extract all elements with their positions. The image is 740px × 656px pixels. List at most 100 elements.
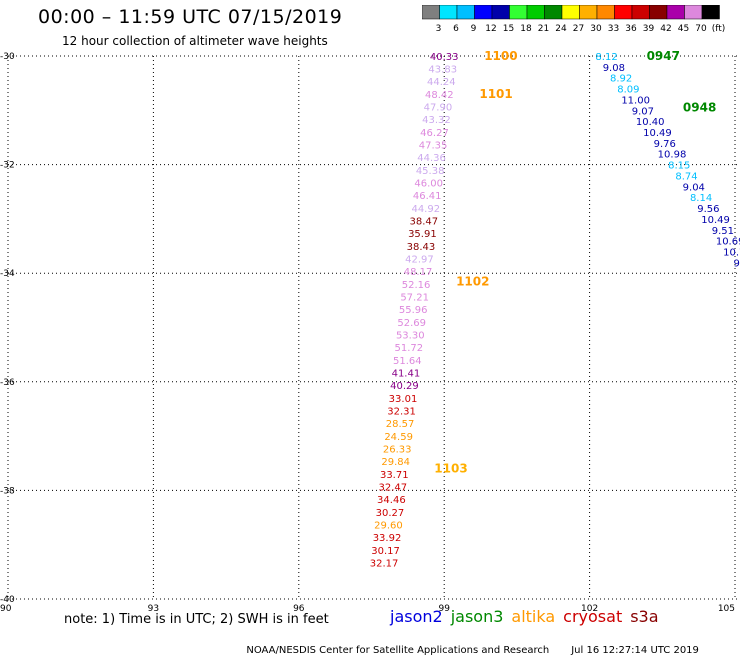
longitude-tick-label: 102 [581, 604, 598, 614]
color-scale-label: 3 [436, 24, 442, 34]
color-scale-label: 30 [590, 24, 602, 34]
wave-height-label: 38.47 [410, 217, 439, 228]
wave-height-label: 9.04 [683, 182, 705, 193]
wave-height-label: 32.31 [387, 407, 416, 418]
wave-height-label: 33.92 [373, 533, 402, 544]
wave-height-label: 35.91 [408, 229, 437, 240]
wave-height-label: 33.71 [380, 470, 409, 481]
pass-time-label: 1103 [434, 462, 467, 476]
wave-height-label: 48.17 [404, 267, 433, 278]
wave-height-label: 9.76 [654, 139, 676, 150]
wave-height-label: 30.17 [371, 546, 400, 557]
wave-height-label: 44.24 [427, 77, 456, 88]
wave-height-label: 10.40 [636, 117, 665, 128]
wave-height-label: 46.27 [420, 128, 449, 139]
map-title: 00:00 – 11:59 UTC 07/15/2019 [38, 6, 343, 28]
color-scale-label: 70 [695, 24, 707, 34]
wave-height-label: 51.64 [393, 356, 422, 367]
legend-item: jason3 [450, 607, 504, 626]
wave-height-label: 8.92 [610, 74, 632, 85]
wave-height-label: 29.60 [374, 521, 403, 532]
wave-height-label: 45.38 [416, 166, 445, 177]
wave-height-label: 8.09 [617, 85, 639, 96]
longitude-tick-label: 99 [438, 604, 450, 614]
wave-height-label: 9.60 [734, 258, 740, 269]
wave-height-label: 8.14 [690, 193, 712, 204]
footer-credit: NOAA/NESDIS Center for Satellite Applica… [246, 645, 550, 656]
longitude-tick-label: 96 [293, 604, 305, 614]
wave-height-label: 26.33 [383, 445, 412, 456]
color-scale-label: 33 [608, 24, 619, 34]
latitude-tick-label: -38 [0, 486, 15, 496]
wave-height-label: 43.83 [428, 64, 457, 75]
latitude-tick-label: -32 [0, 161, 15, 171]
wave-height-label: 44.36 [417, 153, 446, 164]
legend-item: cryosat [563, 607, 623, 626]
wave-height-label: 40.29 [390, 381, 419, 392]
wave-height-label: 46.00 [414, 179, 443, 190]
legend-item: jason2 [390, 607, 443, 626]
longitude-tick-label: 105 [718, 604, 735, 614]
pass-time-label: 0948 [683, 101, 716, 115]
wave-height-label: 44.92 [411, 204, 440, 215]
footer: NOAA/NESDIS Center for Satellite Applica… [240, 634, 721, 656]
color-scale-swatch [701, 5, 720, 20]
color-scale-label: 15 [503, 24, 514, 34]
wave-height-label: 10.69 [716, 237, 740, 248]
wave-height-label: 28.57 [386, 419, 415, 430]
color-scale-label: 39 [643, 24, 655, 34]
wave-height-label: 48.42 [425, 90, 454, 101]
color-scale-label: 24 [555, 24, 567, 34]
color-scale-bar: 3 6 9 12 15 18 21 24 27 30 33 36 39 42 45 70 (ft) [422, 5, 725, 34]
wave-height-label: 29.84 [381, 457, 410, 468]
wave-height-label: 9.08 [603, 63, 625, 74]
color-scale-label: 6 [453, 24, 459, 34]
wave-height-label: 8.74 [675, 171, 697, 182]
wave-height-label: 51.72 [394, 343, 423, 354]
wave-height-label: 53.30 [396, 331, 425, 342]
legend-item: altika [511, 607, 556, 626]
wave-height-label: 38.43 [407, 242, 436, 253]
wave-height-label: 9.07 [632, 106, 654, 117]
note-text: note: 1) Time is in UTC; 2) SWH is in fe… [64, 612, 329, 627]
wave-height-label: 10.49 [643, 128, 672, 139]
color-scale-label: 12 [485, 24, 496, 34]
wave-height-label: 24.59 [384, 432, 413, 443]
latitude-tick-label: -34 [0, 269, 15, 279]
pass-time-label: 0947 [647, 49, 680, 63]
wave-height-label: 8.12 [595, 52, 617, 63]
wave-height-label: 34.46 [377, 495, 406, 506]
pass-time-label: 1102 [456, 274, 489, 288]
wave-height-label: 11.00 [621, 95, 650, 106]
longitude-tick-label: 93 [148, 604, 159, 614]
color-scale-label: 9 [471, 24, 477, 34]
wave-height-label: 43.32 [422, 115, 451, 126]
wave-height-label: 46.41 [413, 191, 442, 202]
color-scale-label: 45 [678, 24, 689, 34]
latitude-tick-label: -40 [0, 595, 15, 605]
wave-height-label: 57.21 [400, 293, 429, 304]
longitude-tick-label: 90 [0, 604, 12, 614]
wave-height-label: 41.41 [392, 369, 421, 380]
pass-time-label: 1101 [479, 87, 512, 101]
wave-height-label: 30.27 [376, 508, 405, 519]
satellite-legend: jason2 jason3 altika cryosat s3a [390, 607, 667, 626]
wave-height-label: 42.97 [405, 255, 434, 266]
pass-time-label: 1100 [484, 49, 517, 63]
wave-height-label: 33.01 [389, 394, 418, 405]
wave-height-label: 52.16 [402, 280, 431, 291]
wave-height-label: 47.35 [419, 141, 448, 152]
wave-height-label: 52.69 [397, 318, 426, 329]
latitude-tick-label: -30 [0, 52, 15, 62]
wave-height-label: 47.90 [424, 102, 453, 113]
color-scale-label: 42 [660, 24, 671, 34]
map-subtitle: 12 hour collection of altimeter wave hei… [62, 34, 328, 48]
wave-height-label: 40.33 [430, 52, 459, 63]
wave-height-label: 9.51 [712, 226, 734, 237]
legend-item: s3a [630, 607, 659, 626]
wave-height-label: 10.49 [701, 215, 730, 226]
wave-height-label: 32.47 [379, 483, 408, 494]
wave-height-label: 8.15 [668, 161, 690, 172]
color-scale-label: 21 [538, 24, 549, 34]
